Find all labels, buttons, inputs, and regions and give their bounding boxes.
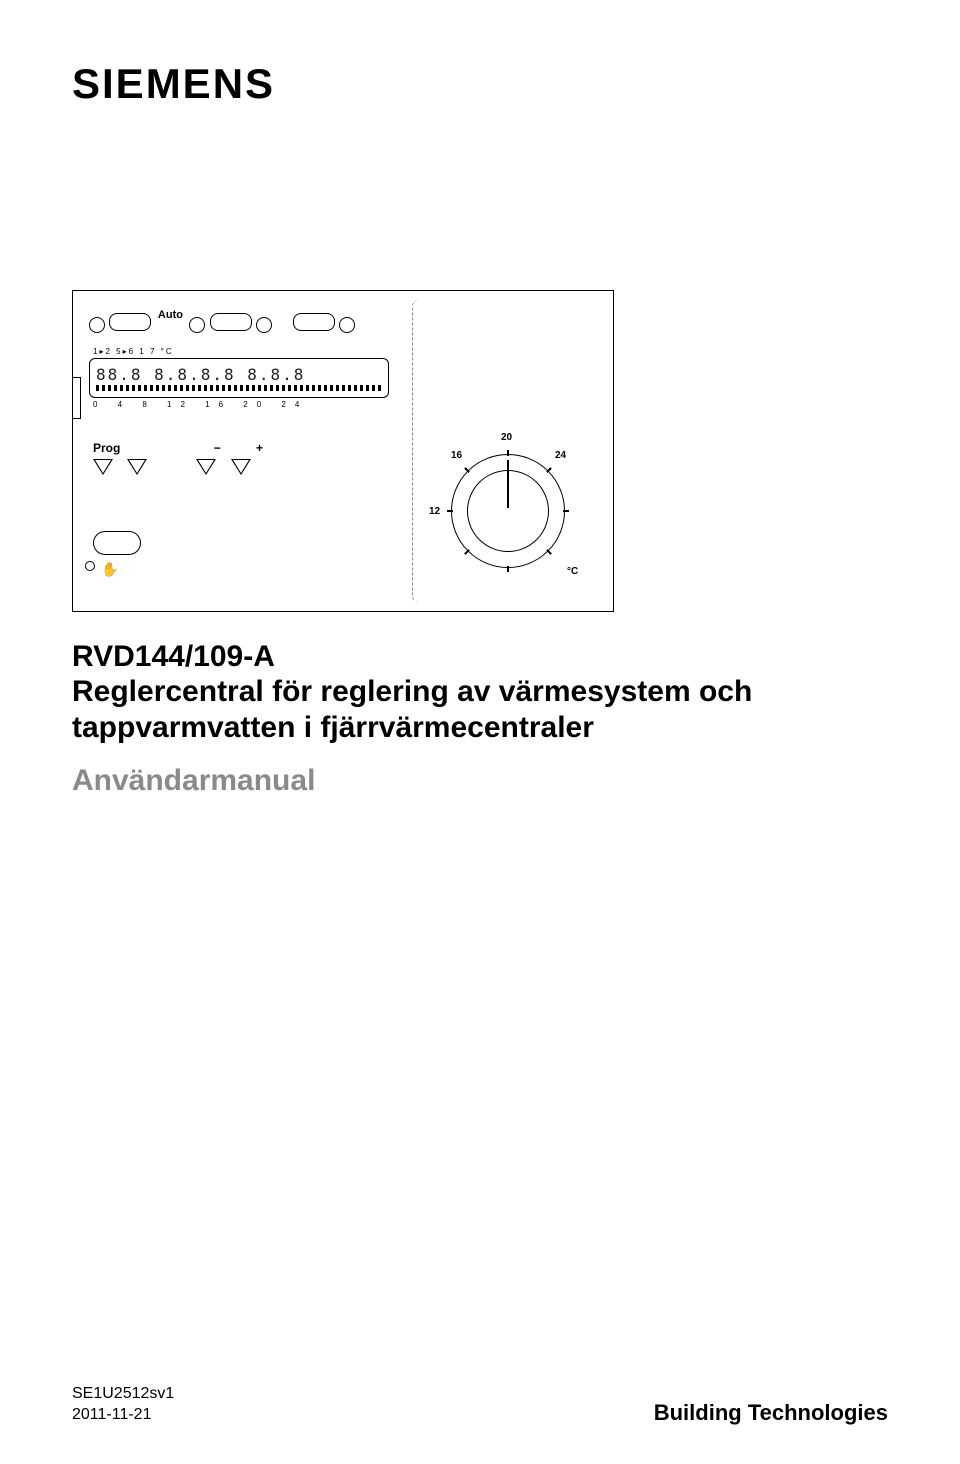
subtitle: Användarmanual [72, 764, 888, 798]
dial-tick [507, 450, 509, 456]
prog-row: Prog − + [93, 441, 279, 455]
setpoint-dial[interactable]: 12 16 20 24 °C [433, 436, 583, 586]
minus-plus-label: − + [214, 441, 279, 455]
minus-button[interactable] [196, 459, 216, 475]
lcd-time-scale: 0 4 8 12 16 20 24 [89, 400, 389, 409]
status-led [85, 561, 95, 571]
side-connector [72, 377, 81, 419]
dial-tick [447, 510, 453, 512]
dial-needle [507, 460, 509, 508]
device-panel: Auto 1▸2 5▸6 1 7 °C 88.8 8.8.8.8 8.8.8 0… [72, 290, 614, 612]
prog-down-button[interactable] [93, 459, 113, 475]
model-number: RVD144/109-A [72, 640, 888, 674]
plus-button[interactable] [231, 459, 251, 475]
mode-button-2[interactable] [210, 313, 252, 331]
doc-id: SE1U2512sv1 [72, 1384, 174, 1405]
auto-label: Auto [158, 309, 183, 321]
dial-unit: °C [567, 566, 578, 577]
sun-icon [256, 317, 272, 333]
mode-button-3[interactable] [293, 313, 335, 331]
prog-up-button[interactable] [127, 459, 147, 475]
clock-icon [189, 317, 205, 333]
dial-tick [507, 566, 509, 572]
dial-tick [563, 510, 569, 512]
presence-icon [89, 317, 105, 333]
lcd-segments: 88.8 8.8.8.8 8.8.8 [96, 365, 382, 383]
manual-icon: ✋ [101, 561, 118, 578]
description-line-1: Reglercentral för reglering av värmesyst… [72, 674, 888, 710]
footer-left: SE1U2512sv1 2011-11-21 [72, 1384, 174, 1426]
page: SIEMENS Auto 1▸2 5▸6 1 7 °C 88.8 8.8.8.8… [0, 0, 960, 1464]
tap-icon [339, 317, 355, 333]
mode-button-row: Auto [89, 309, 389, 335]
prog-label: Prog [93, 441, 120, 455]
dial-tick-12: 12 [429, 506, 440, 517]
doc-date: 2011-11-21 [72, 1405, 174, 1426]
brand-logo: SIEMENS [72, 60, 888, 108]
dial-tick-16: 16 [451, 450, 462, 461]
lcd-display: 88.8 8.8.8.8 8.8.8 [89, 358, 389, 398]
footer-division: Building Technologies [654, 1400, 888, 1426]
title-block: RVD144/109-A Reglercentral för reglering… [72, 640, 888, 798]
lcd-area: 1▸2 5▸6 1 7 °C 88.8 8.8.8.8 8.8.8 0 4 8 … [89, 347, 389, 409]
lcd-timebar [96, 385, 382, 391]
triangle-buttons [93, 459, 261, 480]
lcd-top-indicators: 1▸2 5▸6 1 7 °C [89, 347, 389, 356]
manual-button[interactable] [93, 531, 141, 555]
dial-tick-20: 20 [501, 432, 512, 443]
dial-tick-24: 24 [555, 450, 566, 461]
mode-button-1[interactable] [109, 313, 151, 331]
dial-tick [546, 549, 552, 555]
description-line-2: tappvarmvatten i fjärrvärmecentraler [72, 710, 888, 746]
